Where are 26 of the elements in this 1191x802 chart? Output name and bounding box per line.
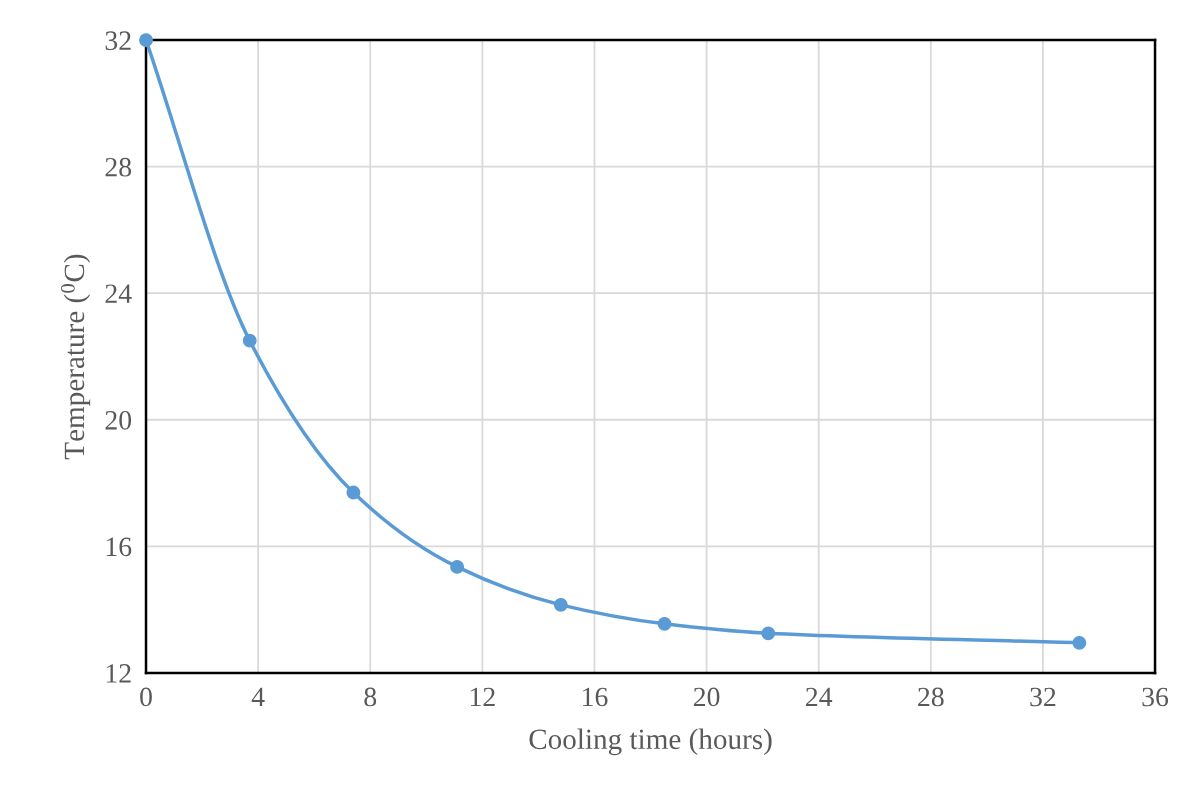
- point: [242, 333, 257, 348]
- x-tick-label: 12: [470, 687, 495, 707]
- x-tick-label: 0: [140, 687, 152, 707]
- point: [1072, 635, 1087, 650]
- x-tick-label: 4: [251, 687, 265, 707]
- x-tick-label: 32: [1030, 687, 1056, 707]
- y-tick-label: 20: [105, 410, 132, 430]
- x-tick-label: 20: [693, 687, 720, 707]
- x-tick-label: 28: [918, 687, 944, 707]
- y-tick-label: 16: [106, 537, 132, 557]
- y-tick-label: 24: [105, 284, 132, 303]
- point: [346, 485, 361, 500]
- x-tick-label: 24: [806, 687, 833, 707]
- y-tick-label: 32: [105, 31, 131, 51]
- point: [761, 626, 776, 641]
- x-tick-label: 36: [1142, 687, 1169, 707]
- point: [450, 559, 465, 574]
- y-tick-label: 28: [105, 157, 132, 177]
- x-axis-title: Cooling time (hours): [529, 728, 772, 756]
- point: [553, 597, 568, 612]
- x-tick-label: 8: [364, 687, 377, 707]
- y-tick-label: 12: [106, 664, 131, 683]
- y-axis-title: Temperature ($^{0}$C): [61, 254, 91, 460]
- point: [139, 33, 153, 48]
- x-tick-label: 16: [583, 687, 608, 707]
- point: [657, 616, 672, 631]
